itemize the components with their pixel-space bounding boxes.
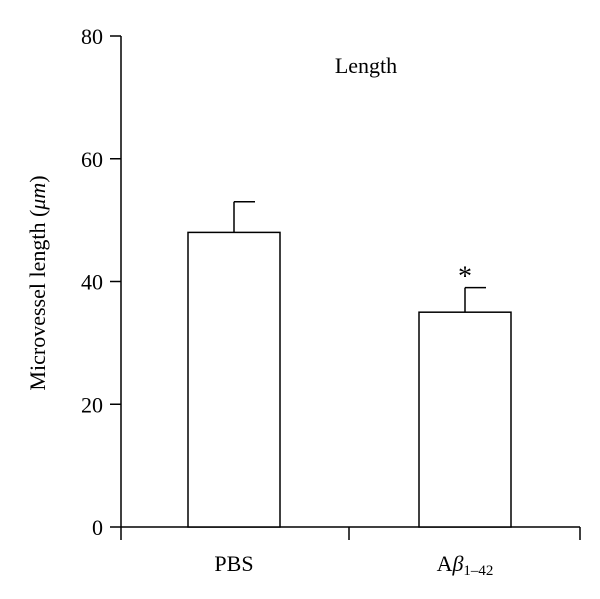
chart-title: Length	[335, 53, 397, 78]
y-axis: 0 20 40 60 80	[81, 24, 122, 540]
x-category-label: PBS	[214, 551, 253, 576]
y-tick-label: 40	[81, 270, 103, 295]
bars: *	[187, 200, 512, 528]
y-tick-label: 20	[81, 392, 103, 417]
bar	[418, 311, 512, 528]
y-tick-label: 60	[81, 147, 103, 172]
significance-marker: *	[458, 262, 472, 293]
bar	[187, 231, 281, 528]
y-axis-label: Microvessel length (μm)	[25, 175, 50, 390]
y-tick-label: 0	[92, 515, 103, 540]
x-category-label: Aβ1–42	[437, 551, 494, 579]
x-axis: PBS Aβ1–42	[120, 526, 581, 579]
y-tick-label: 80	[81, 24, 103, 49]
